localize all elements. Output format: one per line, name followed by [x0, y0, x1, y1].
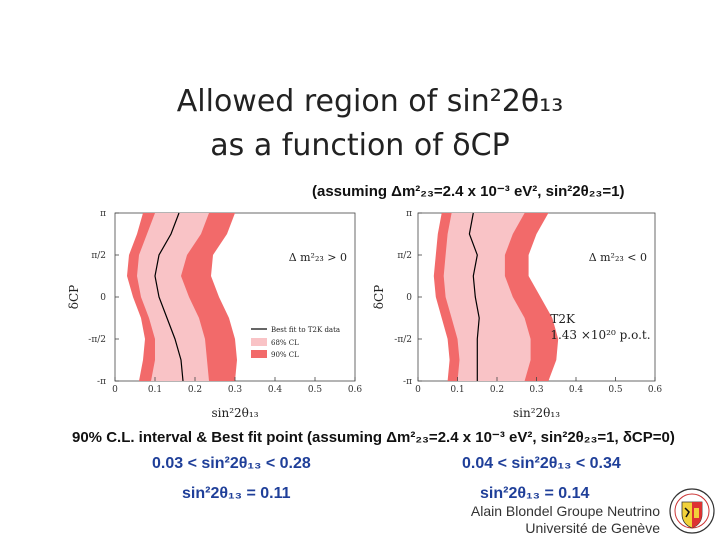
x-tick-label: 0 — [112, 385, 118, 395]
mass-hierarchy-label-right: Δ m²₂₃ < 0 — [589, 251, 647, 264]
mass-hierarchy-label-left: Δ m²₂₃ > 0 — [289, 251, 347, 264]
x-tick-label: 0.5 — [608, 385, 623, 395]
x-tick-label: 0.1 — [450, 385, 464, 395]
annotation-text: T2K — [550, 312, 576, 326]
right-interval: 0.04 < sin²2θ₁₃ < 0.34 — [462, 455, 621, 472]
x-tick-label: 0.1 — [148, 385, 162, 395]
footer-institution: Université de Genève — [525, 520, 660, 536]
legend-label: Best fit to T2K data — [271, 326, 340, 334]
y-tick-label: 0 — [100, 293, 106, 303]
y-tick-label: π — [406, 209, 412, 219]
y-tick-label: -π — [403, 377, 412, 387]
right-bestfit: sin²2θ₁₃ = 0.14 — [480, 485, 590, 502]
allowed-region-charts: 0 0.1 0.2 0.3 0.4 0.5 0.6 π π/2 0 -π/2 -π sin²2θ₁₃ δC… — [67, 209, 663, 420]
y-tick-label: π — [100, 209, 106, 219]
x-tick-label: 0.4 — [569, 385, 584, 395]
bestfit-line-left — [154, 212, 184, 382]
university-seal-icon — [668, 486, 716, 540]
y-axis-label-left: δCP — [67, 285, 81, 309]
x-tick-label: 0.6 — [348, 385, 363, 395]
legend-label: 90% CL — [271, 351, 299, 359]
y-tick-label: -π/2 — [394, 335, 412, 345]
legend-swatch-cl68 — [251, 338, 267, 346]
x-tick-label: 0.5 — [308, 385, 323, 395]
slide-title-line1: Allowed region of sin²2θ₁₃ — [176, 84, 564, 119]
legend-label: 68% CL — [271, 339, 299, 347]
cl-interval-heading: 90% C.L. interval & Best fit point (assu… — [72, 429, 675, 446]
x-tick-label: 0.2 — [490, 385, 504, 395]
x-tick-label: 0 — [415, 385, 421, 395]
x-axis-label-right: sin²2θ₁₃ — [513, 406, 560, 420]
y-tick-label: -π — [97, 377, 106, 387]
x-tick-label: 0.2 — [188, 385, 202, 395]
x-tick-label: 0.3 — [228, 385, 243, 395]
y-tick-label: 0 — [406, 293, 412, 303]
y-tick-label: -π/2 — [88, 335, 106, 345]
x-axis-label-left: sin²2θ₁₃ — [211, 406, 258, 420]
y-axis-label-right: δCP — [372, 285, 386, 309]
bestfit-line-right — [468, 212, 480, 381]
x-tick-label: 0.3 — [529, 385, 544, 395]
legend-swatch-cl90 — [251, 350, 267, 358]
left-interval: 0.03 < sin²2θ₁₃ < 0.28 — [152, 455, 311, 472]
cl68-band-right — [443, 213, 531, 381]
left-bestfit: sin²2θ₁₃ = 0.11 — [182, 485, 291, 502]
assumption-note: (assuming Δm²₂₃=2.4 x 10⁻³ eV², sin²2θ₂₃… — [312, 183, 625, 200]
slide-title-line2: as a function of δCP — [210, 128, 510, 163]
x-tick-label: 0.4 — [268, 385, 283, 395]
x-tick-label: 0.6 — [648, 385, 663, 395]
cl68-band-left — [137, 213, 209, 381]
footer-author: Alain Blondel Groupe Neutrino — [470, 503, 660, 519]
annotation-text: 1.43 ×10²⁰ p.o.t. — [550, 328, 650, 342]
y-tick-label: π/2 — [91, 251, 106, 261]
y-tick-label: π/2 — [397, 251, 412, 261]
